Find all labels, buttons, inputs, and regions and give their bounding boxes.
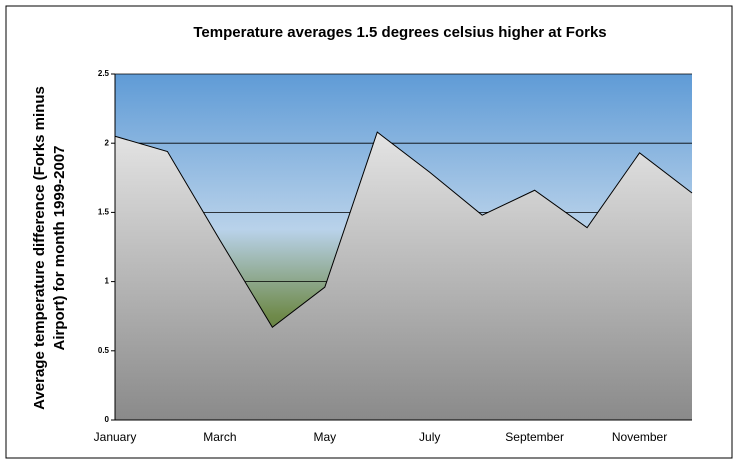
y-tick-label: 1 (105, 277, 110, 286)
y-axis-label: Average temperature difference (Forks mi… (31, 86, 48, 410)
y-tick-label: 0 (105, 415, 110, 424)
x-tick-label: May (313, 430, 336, 444)
y-tick-label: 2 (105, 138, 110, 147)
x-tick-label: November (612, 430, 667, 444)
y-tick-label: 2.5 (98, 69, 110, 78)
chart: Temperature averages 1.5 degrees celsius… (0, 0, 738, 463)
y-axis-label: Airport) for month 1999-2007 (51, 145, 68, 350)
x-tick-label: July (419, 430, 440, 444)
chart-title: Temperature averages 1.5 degrees celsius… (193, 24, 606, 41)
x-tick-label: January (94, 430, 137, 444)
x-tick-label: March (203, 430, 236, 444)
x-tick-label: September (505, 430, 564, 444)
y-tick-label: 0.5 (98, 346, 110, 355)
y-tick-label: 1.5 (98, 208, 110, 217)
